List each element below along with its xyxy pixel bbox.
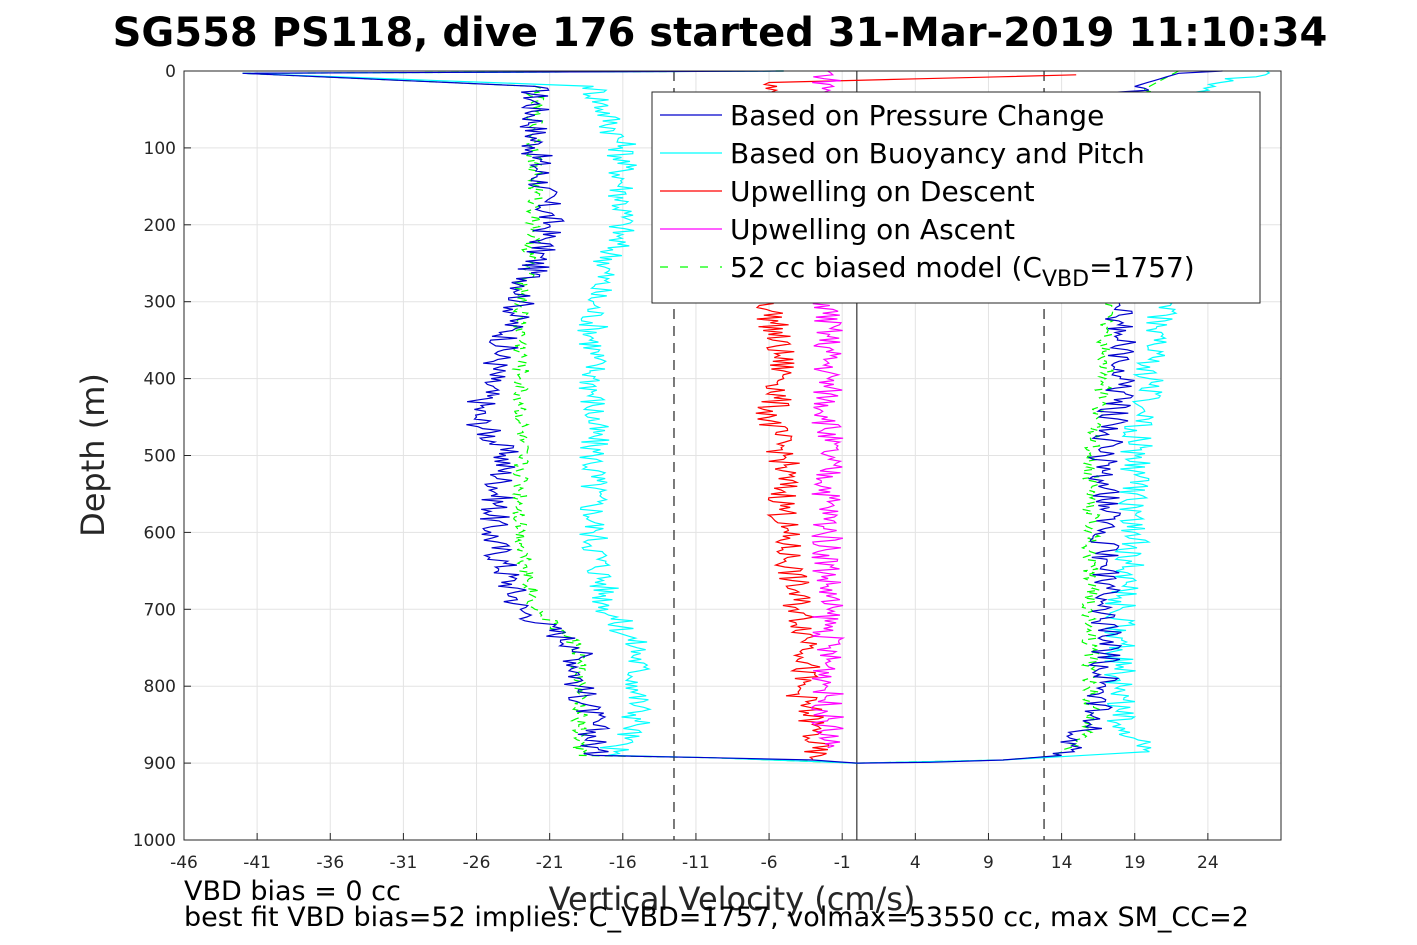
x-tick-label: -21 <box>536 853 564 873</box>
footer-best-fit: best fit VBD bias=52 implies: C_VBD=1757… <box>184 902 1249 933</box>
y-axis-label: Depth (m) <box>74 373 112 537</box>
footer-vbd-bias: VBD bias = 0 cc <box>184 876 401 907</box>
x-axis-ticks: -46 -41 -36 -31 -26 -21 -16 -11 -6 -1 4 9 14 19 24 <box>170 833 1219 873</box>
y-tick-label: 700 <box>144 600 176 620</box>
x-tick-label: 14 <box>1051 853 1073 873</box>
y-tick-label: 1000 <box>133 831 176 851</box>
y-tick-label: 900 <box>144 754 176 774</box>
y-tick-label: 500 <box>144 447 176 467</box>
x-tick-label: 9 <box>983 853 994 873</box>
series-line-1 <box>242 70 857 764</box>
x-tick-label: -46 <box>170 853 198 873</box>
y-tick-label: 800 <box>144 677 176 697</box>
legend-label: Based on Buoyancy and Pitch <box>730 137 1145 170</box>
legend-label: Upwelling on Descent <box>730 175 1035 208</box>
chart-title: SG558 PS118, dive 176 started 31-Mar-201… <box>113 10 1328 56</box>
x-tick-label: -36 <box>316 853 344 873</box>
x-tick-label: -41 <box>243 853 271 873</box>
legend-label: Upwelling on Ascent <box>730 213 1015 246</box>
x-tick-label: -11 <box>682 853 710 873</box>
legend-label: 52 cc biased model (CVBD=1757) <box>730 251 1195 292</box>
y-tick-label: 400 <box>144 370 176 390</box>
legend-label: Based on Pressure Change <box>730 99 1104 132</box>
y-tick-label: 0 <box>165 62 176 82</box>
x-tick-label: 19 <box>1124 853 1146 873</box>
y-axis-ticks: 0 100 200 300 400 500 600 700 800 900 1000 <box>133 62 191 851</box>
x-tick-label: 24 <box>1197 853 1219 873</box>
y-tick-label: 600 <box>144 523 176 543</box>
x-axis-label: Vertical Velocity (cm/s) <box>549 880 916 918</box>
series-line-2 <box>242 70 857 764</box>
legend: Based on Pressure Change Based on Buoyanc… <box>651 91 1261 304</box>
x-tick-label: -1 <box>834 853 851 873</box>
legend-box <box>651 91 1261 304</box>
x-tick-label: -6 <box>761 853 778 873</box>
y-tick-label: 100 <box>144 139 176 159</box>
y-tick-label: 200 <box>144 216 176 236</box>
x-tick-label: 4 <box>910 853 921 873</box>
x-tick-label: -31 <box>390 853 418 873</box>
y-tick-label: 300 <box>144 293 176 313</box>
x-tick-label: -26 <box>463 853 491 873</box>
x-tick-label: -16 <box>609 853 637 873</box>
